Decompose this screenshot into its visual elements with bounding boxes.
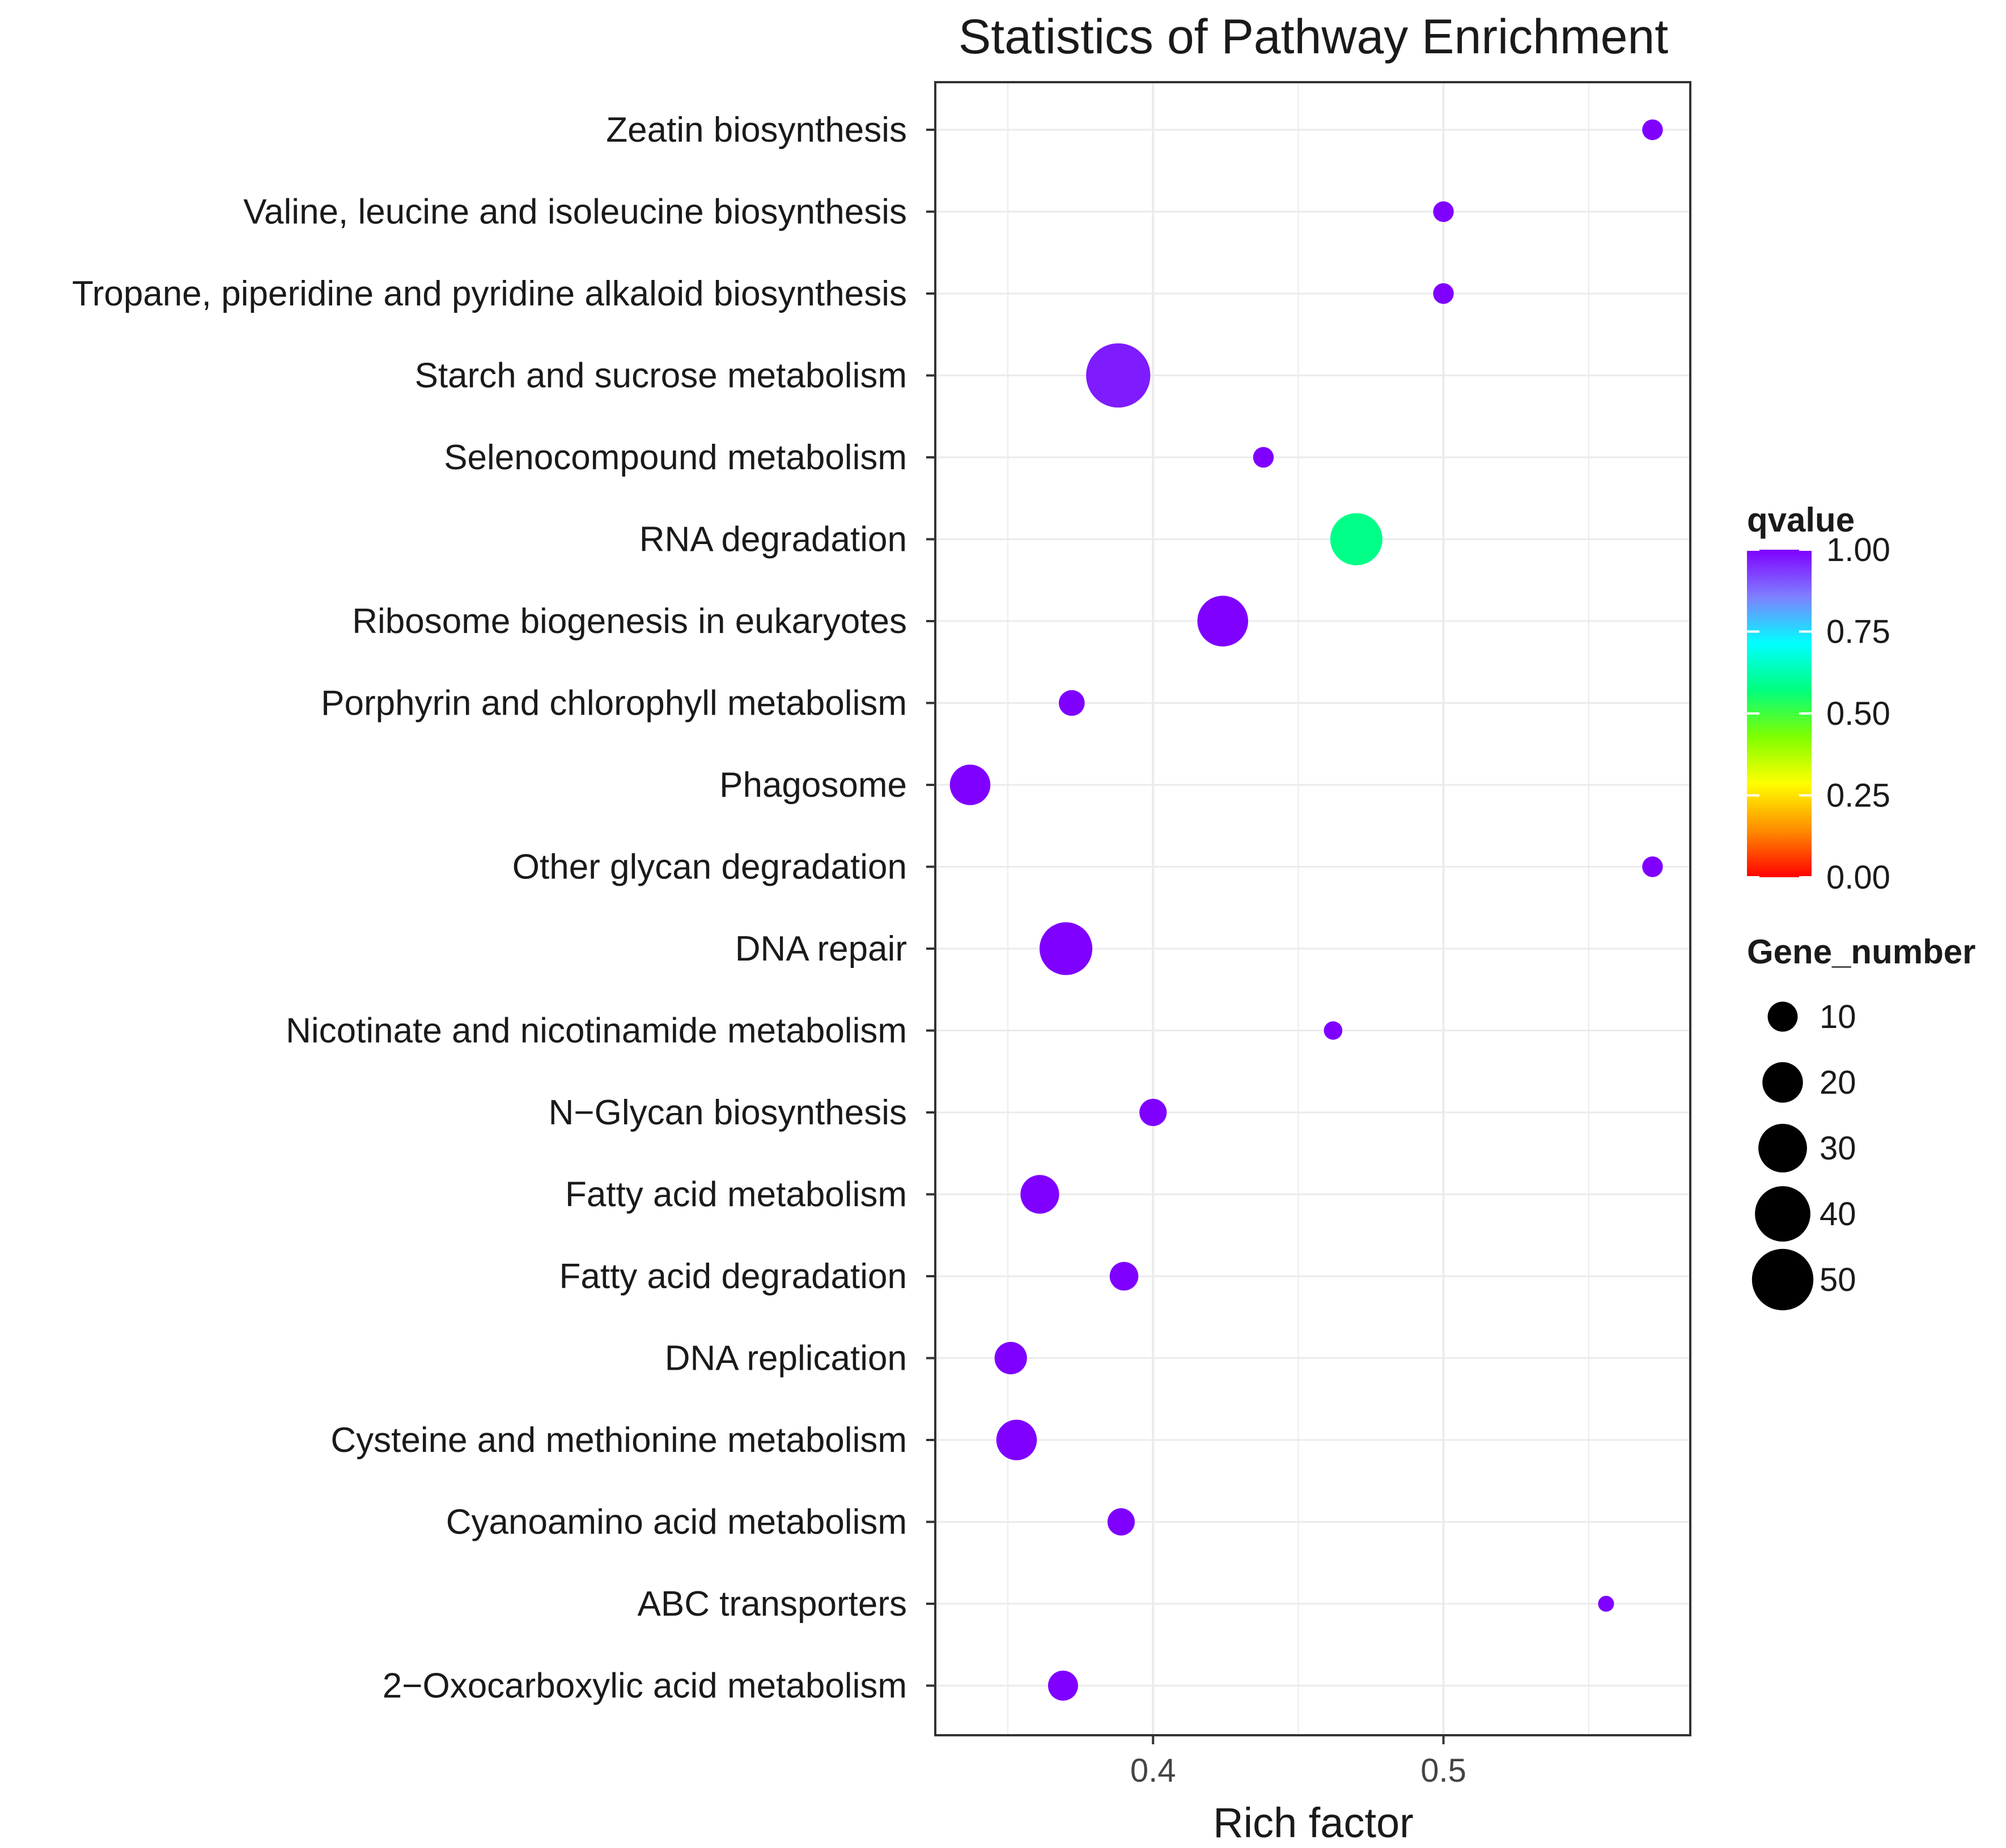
data-point[interactable] [1253,447,1274,468]
data-point[interactable] [1109,1261,1139,1291]
data-point[interactable] [1324,1021,1343,1040]
plot-panel-border [934,81,1691,1736]
colorbar-tick-label: 0.50 [1826,695,1890,732]
y-tick-label: RNA degradation [639,520,907,559]
size-legend-marker [1767,1001,1798,1032]
size-legend-marker [1755,1186,1810,1242]
data-point[interactable] [1433,201,1454,222]
y-tick-label: Tropane, piperidine and pyridine alkaloi… [72,274,907,313]
data-point[interactable] [1086,343,1151,408]
y-tick-label: Starch and sucrose metabolism [415,356,907,396]
size-legend-marker [1758,1124,1807,1172]
data-point[interactable] [1107,1508,1135,1536]
y-tick-label: Fatty acid degradation [559,1257,907,1296]
plot-area: Zeatin biosynthesis Valine, leucine and i… [72,81,1691,1789]
size-legend-marker [1762,1062,1803,1103]
colorbar-tick-label: 1.00 [1826,532,1890,568]
gridlines [935,82,1690,1735]
x-tick-label: 0.4 [1130,1752,1176,1789]
data-point[interactable] [1020,1175,1059,1214]
gene-number-legend-title: Gene_number [1747,933,1975,971]
y-tick-label: Fatty acid metabolism [565,1175,907,1214]
size-legend-label: 30 [1820,1130,1856,1167]
data-point[interactable] [1642,856,1663,877]
y-tick-label: Other glycan degradation [512,848,907,887]
data-point[interactable] [1039,922,1093,975]
size-legend-label: 50 [1820,1261,1856,1298]
size-legend-label: 10 [1820,999,1856,1035]
y-tick-label: Selenocompound metabolism [444,438,907,477]
y-axis: Zeatin biosynthesis Valine, leucine and i… [72,111,935,1706]
y-tick-label: ABC transporters [637,1584,907,1624]
y-tick-label: Nicotinate and nicotinamide metabolism [286,1012,907,1051]
data-point[interactable] [949,764,991,805]
colorbar-tick-label: 0.00 [1826,859,1890,896]
x-axis: 0.4 0.5 [1130,1735,1466,1789]
data-point[interactable] [1598,1595,1614,1612]
data-point[interactable] [1047,1671,1078,1701]
x-tick-label: 0.5 [1420,1752,1466,1789]
data-point[interactable] [1058,690,1085,716]
size-legend-marker [1751,1248,1814,1311]
y-tick-label: Zeatin biosynthesis [606,111,907,150]
x-axis-title: Rich factor [1213,1799,1414,1845]
y-tick-label: Ribosome biogenesis in eukaryotes [352,602,907,641]
y-tick-label: Phagosome [719,766,907,805]
data-point[interactable] [994,1341,1027,1375]
y-tick-label: Valine, leucine and isoleucine biosynthe… [243,193,907,232]
size-legend-label: 20 [1820,1064,1856,1101]
data-point[interactable] [1197,596,1248,647]
y-tick-label: DNA repair [735,929,907,968]
data-points [949,119,1663,1701]
y-tick-label: Cysteine and methionine metabolism [330,1421,907,1460]
data-point[interactable] [1642,119,1663,141]
qvalue-legend-title: qvalue [1747,501,1855,539]
y-tick-label: 2−Oxocarboxylic acid metabolism [383,1667,907,1706]
colorbar-tick-label: 0.75 [1826,614,1890,651]
colorbar-tick-label: 0.25 [1826,778,1890,814]
size-legend-label: 40 [1820,1196,1856,1233]
data-point[interactable] [1139,1098,1167,1127]
y-tick-label: DNA replication [665,1339,907,1378]
y-tick-label: Porphyrin and chlorophyll metabolism [321,684,907,723]
data-point[interactable] [1433,283,1454,304]
chart-title: Statistics of Pathway Enrichment [959,10,1668,64]
y-tick-label: Cyanoamino acid metabolism [446,1503,907,1542]
data-point[interactable] [996,1420,1037,1460]
data-point[interactable] [1330,513,1382,566]
y-tick-label: N−Glycan biosynthesis [549,1093,907,1132]
